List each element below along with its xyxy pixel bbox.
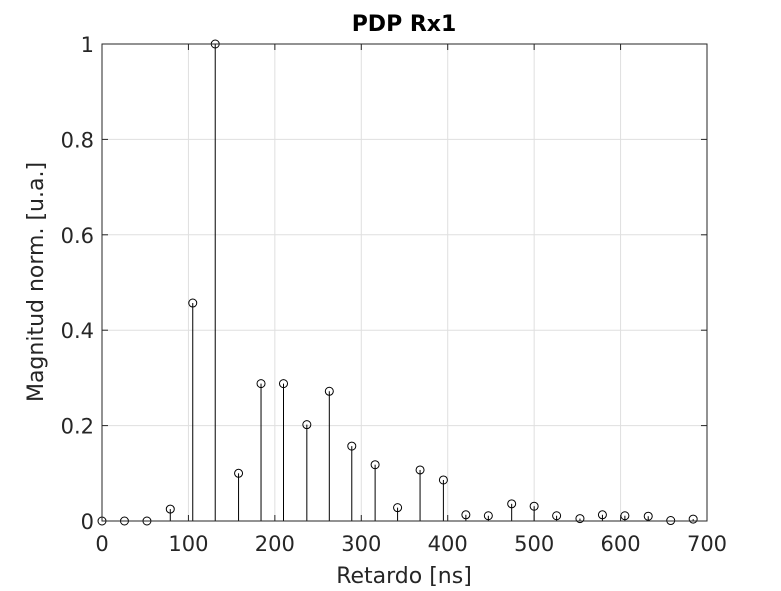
- y-tick-label: 0.6: [61, 224, 94, 248]
- x-tick-label: 100: [168, 532, 208, 556]
- stem-marker: [302, 420, 312, 430]
- stem-marker: [347, 441, 357, 451]
- x-tick-label: 700: [687, 532, 727, 556]
- chart-title: PDP Rx1: [352, 12, 457, 37]
- stem-marker: [393, 503, 403, 513]
- y-tick-label: 0: [81, 510, 94, 534]
- stem-marker: [597, 510, 607, 520]
- stem-marker: [461, 510, 471, 520]
- x-tick-label: 600: [601, 532, 641, 556]
- x-tick-label: 300: [341, 532, 381, 556]
- stem-marker: [234, 468, 244, 478]
- stem-marker: [507, 499, 517, 509]
- x-axis-label: Retardo [ns]: [336, 564, 472, 589]
- stem-marker: [643, 511, 653, 521]
- stem-marker: [415, 465, 425, 475]
- x-tick-label: 0: [95, 532, 108, 556]
- stem-marker: [688, 514, 698, 524]
- axis-ticks: [101, 43, 708, 522]
- y-axis-label: Magnitud norm. [u.a.]: [24, 162, 49, 402]
- stem-series: [97, 39, 698, 526]
- stem-marker: [529, 501, 539, 511]
- y-tick-label: 0.8: [61, 128, 94, 152]
- x-tick-label: 500: [514, 532, 554, 556]
- y-tick-label: 0.2: [61, 415, 94, 439]
- stem-marker: [370, 460, 380, 470]
- stem-marker: [279, 379, 288, 389]
- stem-marker: [575, 514, 585, 524]
- y-tick-label: 1: [81, 33, 94, 57]
- stem-marker: [256, 379, 266, 389]
- x-tick-label: 400: [428, 532, 468, 556]
- stem-marker: [188, 298, 198, 308]
- stem-marker: [165, 504, 175, 514]
- axes-frame: [101, 43, 708, 522]
- stem-marker: [483, 511, 493, 521]
- stem-marker: [324, 386, 334, 396]
- stem-marker: [438, 475, 448, 485]
- x-tick-label: 200: [255, 532, 295, 556]
- stem-marker: [552, 511, 562, 521]
- y-tick-label: 0.4: [61, 319, 94, 343]
